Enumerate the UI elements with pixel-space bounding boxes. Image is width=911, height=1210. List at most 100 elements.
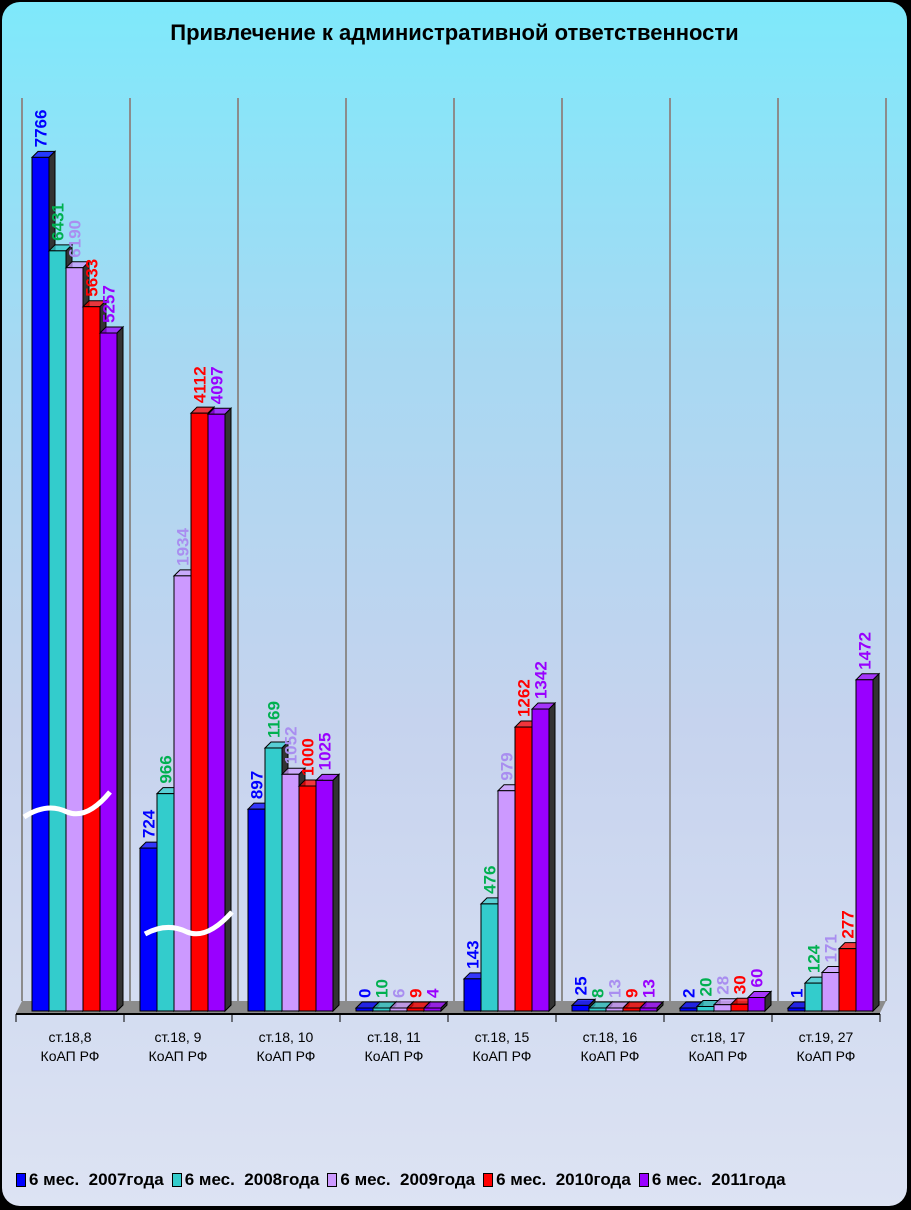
data-label: 1342 bbox=[532, 661, 551, 699]
bar bbox=[855, 679, 874, 1012]
legend-swatch bbox=[483, 1173, 494, 1187]
data-label: 0 bbox=[356, 989, 375, 998]
bar bbox=[514, 726, 533, 1012]
bar bbox=[588, 1007, 607, 1012]
legend-label: 6 мес. 2011года bbox=[651, 1170, 786, 1189]
category-label: КоАП РФ bbox=[365, 1048, 424, 1064]
data-label: 1000 bbox=[299, 738, 318, 776]
bar-side bbox=[872, 672, 880, 1013]
category-label: ст.18, 10 bbox=[259, 1029, 314, 1045]
bar bbox=[713, 1004, 732, 1012]
data-label: 5257 bbox=[100, 285, 119, 323]
bar bbox=[298, 785, 317, 1012]
bar bbox=[65, 267, 84, 1012]
category-label: ст.18, 9 bbox=[155, 1029, 202, 1045]
category-label: КоАП РФ bbox=[41, 1048, 100, 1064]
axis-break-mark bbox=[22, 790, 112, 820]
bar bbox=[48, 250, 67, 1012]
data-label: 4 bbox=[424, 988, 443, 998]
bar bbox=[372, 1007, 391, 1012]
data-label: 1934 bbox=[174, 527, 193, 565]
data-label: 897 bbox=[248, 771, 267, 799]
data-label: 13 bbox=[606, 979, 625, 998]
bar bbox=[605, 1007, 624, 1012]
bar bbox=[31, 156, 50, 1012]
category-label: КоАП РФ bbox=[473, 1048, 532, 1064]
bar-side bbox=[548, 701, 556, 1013]
data-label: 1 bbox=[788, 989, 807, 998]
data-label: 9 bbox=[623, 989, 642, 998]
bar bbox=[82, 306, 101, 1012]
bar bbox=[190, 412, 209, 1012]
legend-label: 6 мес. 2009года bbox=[340, 1170, 476, 1189]
data-label: 30 bbox=[731, 975, 750, 994]
bar bbox=[622, 1007, 641, 1012]
data-label: 979 bbox=[498, 752, 517, 780]
legend-swatch bbox=[638, 1173, 649, 1187]
legend-swatch bbox=[171, 1173, 182, 1187]
category-label: КоАП РФ bbox=[581, 1048, 640, 1064]
legend-item: 6 мес. 2007года bbox=[16, 1170, 164, 1190]
data-label: 4097 bbox=[208, 366, 227, 404]
bar bbox=[497, 790, 516, 1012]
data-label: 6 bbox=[390, 989, 409, 998]
bar bbox=[730, 1003, 749, 1012]
bar bbox=[173, 575, 192, 1012]
data-label: 1472 bbox=[856, 632, 875, 670]
legend-item: 6 мес. 2008года bbox=[171, 1170, 320, 1190]
bar bbox=[639, 1007, 658, 1012]
category-label: ст.18, 17 bbox=[691, 1029, 746, 1045]
bar bbox=[423, 1007, 442, 1012]
chart-title: Привлечение к административной ответстве… bbox=[170, 20, 739, 45]
data-label: 5633 bbox=[83, 259, 102, 297]
bar bbox=[156, 793, 175, 1012]
bar bbox=[679, 1007, 698, 1012]
bar bbox=[99, 332, 118, 1012]
legend-label: 6 мес. 2010года bbox=[496, 1170, 631, 1189]
bar bbox=[207, 413, 226, 1012]
bar bbox=[531, 708, 550, 1012]
bar bbox=[315, 779, 334, 1012]
bar bbox=[747, 997, 766, 1012]
bar bbox=[821, 972, 840, 1012]
category-label: ст.18, 11 bbox=[367, 1029, 421, 1045]
data-label: 25 bbox=[572, 976, 591, 995]
data-label: 1262 bbox=[515, 679, 534, 717]
data-label: 28 bbox=[714, 976, 733, 995]
axis-break-mark bbox=[143, 910, 234, 937]
category-label: КоАП РФ bbox=[149, 1048, 208, 1064]
bar-side bbox=[332, 773, 340, 1013]
category-label: КоАП РФ bbox=[797, 1048, 856, 1064]
category-label: ст.19, 27 bbox=[799, 1029, 854, 1045]
bar bbox=[696, 1006, 715, 1012]
category-label: КоАП РФ bbox=[689, 1048, 748, 1064]
bar-side bbox=[116, 325, 124, 1013]
data-label: 1025 bbox=[316, 733, 335, 771]
data-label: 8 bbox=[589, 989, 608, 998]
data-label: 143 bbox=[464, 940, 483, 968]
legend-label: 6 мес. 2008года bbox=[184, 1170, 320, 1189]
legend: 6 мес. 2007года 6 мес. 2008года 6 мес. 200… bbox=[16, 1170, 786, 1190]
data-label: 966 bbox=[157, 755, 176, 783]
bar bbox=[355, 1007, 374, 1012]
data-label: 60 bbox=[748, 969, 767, 988]
data-label: 9 bbox=[407, 989, 426, 998]
bar bbox=[480, 903, 499, 1012]
data-label: 13 bbox=[640, 979, 659, 998]
legend-label: 6 мес. 2007года bbox=[29, 1170, 164, 1189]
data-label: 724 bbox=[140, 809, 159, 838]
data-label: 2 bbox=[680, 989, 699, 998]
category-label: ст.18, 16 bbox=[583, 1029, 638, 1045]
bar bbox=[838, 948, 857, 1012]
data-label: 6431 bbox=[49, 203, 68, 241]
data-label: 277 bbox=[839, 910, 858, 938]
data-label: 20 bbox=[697, 978, 716, 997]
data-label: 171 bbox=[822, 934, 841, 962]
category-label: ст.18, 15 bbox=[475, 1029, 530, 1045]
bar bbox=[281, 773, 300, 1012]
data-label: 4112 bbox=[191, 366, 210, 403]
bar bbox=[406, 1007, 425, 1012]
data-label: 124 bbox=[805, 944, 824, 973]
category-label: ст.18,8 bbox=[49, 1029, 92, 1045]
